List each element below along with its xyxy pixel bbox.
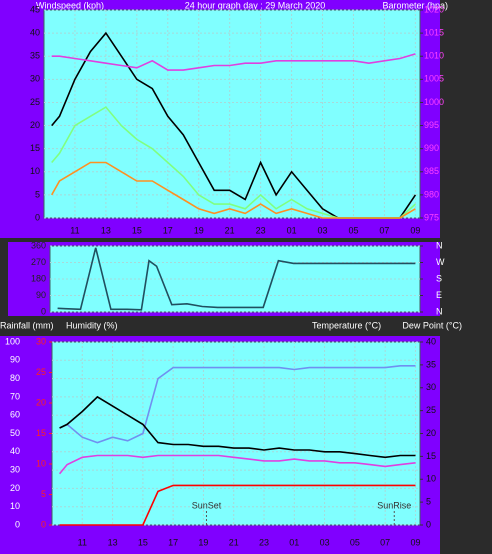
x-tick-label: 03 xyxy=(320,537,330,547)
y2-tick-label: 1005 xyxy=(424,74,444,84)
y-tick-label: 90 xyxy=(36,290,46,300)
y-tick-label: 90 xyxy=(10,355,20,365)
y2-axis-label: Temperature (°C) xyxy=(312,320,381,330)
y-tick-label: 50 xyxy=(10,428,20,438)
y2-tick-label: N xyxy=(436,240,443,250)
rain-tick-label: 15 xyxy=(36,428,46,438)
x-tick-label: 21 xyxy=(229,537,239,547)
x-tick-label: 11 xyxy=(70,225,79,235)
x-tick-label: 07 xyxy=(379,225,389,235)
y2-tick-label: 20 xyxy=(426,428,436,438)
y2-tick-label: 1000 xyxy=(424,97,444,107)
y-tick-label: 100 xyxy=(5,336,20,346)
series-line xyxy=(58,454,416,475)
x-tick-label: 07 xyxy=(380,537,390,547)
y-tick-label: 80 xyxy=(10,373,20,383)
x-tick-label: 01 xyxy=(287,225,297,235)
x-tick-label: 09 xyxy=(410,225,420,235)
y2-tick-label: S xyxy=(436,273,442,283)
y-tick-label: 360 xyxy=(31,240,46,250)
y-tick-label: 10 xyxy=(10,501,20,511)
y-tick-label: 20 xyxy=(30,120,40,130)
y2-tick-label: W xyxy=(436,257,445,267)
series-line xyxy=(59,395,416,459)
y-tick-label: 0 xyxy=(35,212,40,222)
y2-tick-label: 1015 xyxy=(424,27,444,37)
y-tick-label: 0 xyxy=(15,519,20,529)
x-tick-label: 01 xyxy=(289,537,299,547)
y2-tick-label: 30 xyxy=(426,382,436,392)
y-tick-label: 25 xyxy=(30,97,40,107)
rain-tick-label: 5 xyxy=(41,489,46,499)
y2-tick-label: 990 xyxy=(424,143,439,153)
chart-title: 24 hour graph day : 29 March 2020 xyxy=(185,0,326,10)
x-tick-label: 17 xyxy=(163,225,173,235)
y2-tick-label: 1010 xyxy=(424,51,444,61)
y2-tick-label: N xyxy=(436,306,443,316)
y2-tick-label: 975 xyxy=(424,212,439,222)
y2-tick-label: 995 xyxy=(424,120,439,130)
rain-tick-label: 30 xyxy=(36,336,46,346)
y2-axis-label: Barometer (hpa) xyxy=(382,0,448,10)
x-tick-label: 05 xyxy=(348,225,358,235)
y2-tick-label: 25 xyxy=(426,405,436,415)
rain-tick-label: 20 xyxy=(36,397,46,407)
rain-tick-label: 10 xyxy=(36,458,46,468)
annotation: SunSet xyxy=(192,500,222,510)
rain-axis-label: Rainfall (mm) xyxy=(0,320,54,330)
y-tick-label: 30 xyxy=(10,464,20,474)
y-axis-label: Windspeed (kph) xyxy=(36,0,104,10)
x-tick-label: 15 xyxy=(132,225,142,235)
y-tick-label: 20 xyxy=(10,483,20,493)
x-tick-label: 23 xyxy=(256,225,266,235)
y-tick-label: 40 xyxy=(10,446,20,456)
y-tick-label: 5 xyxy=(35,189,40,199)
y2-tick-label: 1020 xyxy=(424,4,444,14)
series-line xyxy=(51,161,416,219)
y-tick-label: 70 xyxy=(10,391,20,401)
x-tick-label: 13 xyxy=(108,537,118,547)
x-tick-label: 11 xyxy=(78,537,87,547)
y2-tick-label: 0 xyxy=(426,519,431,529)
y-axis-label: Humidity (%) xyxy=(66,320,118,330)
series-line xyxy=(51,53,416,71)
plot-area xyxy=(43,9,421,219)
rain-tick-label: 25 xyxy=(36,367,46,377)
x-tick-label: 17 xyxy=(168,537,178,547)
x-tick-label: 09 xyxy=(410,537,420,547)
y-tick-label: 60 xyxy=(10,410,20,420)
x-tick-label: 15 xyxy=(138,537,148,547)
y2-tick-label: 40 xyxy=(426,336,436,346)
x-tick-label: 19 xyxy=(198,537,208,547)
series-line xyxy=(57,247,416,311)
y-tick-label: 180 xyxy=(31,273,46,283)
y-tick-label: 40 xyxy=(30,27,40,37)
y2-tick-label: 5 xyxy=(426,497,431,507)
y2-tick-label: 15 xyxy=(426,451,436,461)
y-tick-label: 30 xyxy=(30,74,40,84)
series-line xyxy=(59,365,416,444)
y2-tick-label: 985 xyxy=(424,166,439,176)
y-tick-label: 45 xyxy=(30,4,40,14)
y2-tick-label: 980 xyxy=(424,189,439,199)
annotation: SunRise xyxy=(377,500,411,510)
y2-tick-label: 10 xyxy=(426,474,436,484)
x-tick-label: 19 xyxy=(194,225,204,235)
series-line xyxy=(59,484,416,526)
y-tick-label: 0 xyxy=(41,306,46,316)
x-tick-label: 03 xyxy=(318,225,328,235)
rain-tick-label: 0 xyxy=(41,519,46,529)
y-tick-label: 270 xyxy=(31,257,46,267)
y2-axis-label: Dew Point (°C) xyxy=(402,320,462,330)
x-tick-label: 23 xyxy=(259,537,269,547)
x-tick-label: 21 xyxy=(225,225,235,235)
y-tick-label: 15 xyxy=(30,143,40,153)
y-tick-label: 10 xyxy=(30,166,40,176)
y2-tick-label: 35 xyxy=(426,359,436,369)
x-tick-label: 05 xyxy=(350,537,360,547)
y2-tick-label: E xyxy=(436,290,442,300)
x-tick-label: 13 xyxy=(101,225,111,235)
y-tick-label: 35 xyxy=(30,51,40,61)
